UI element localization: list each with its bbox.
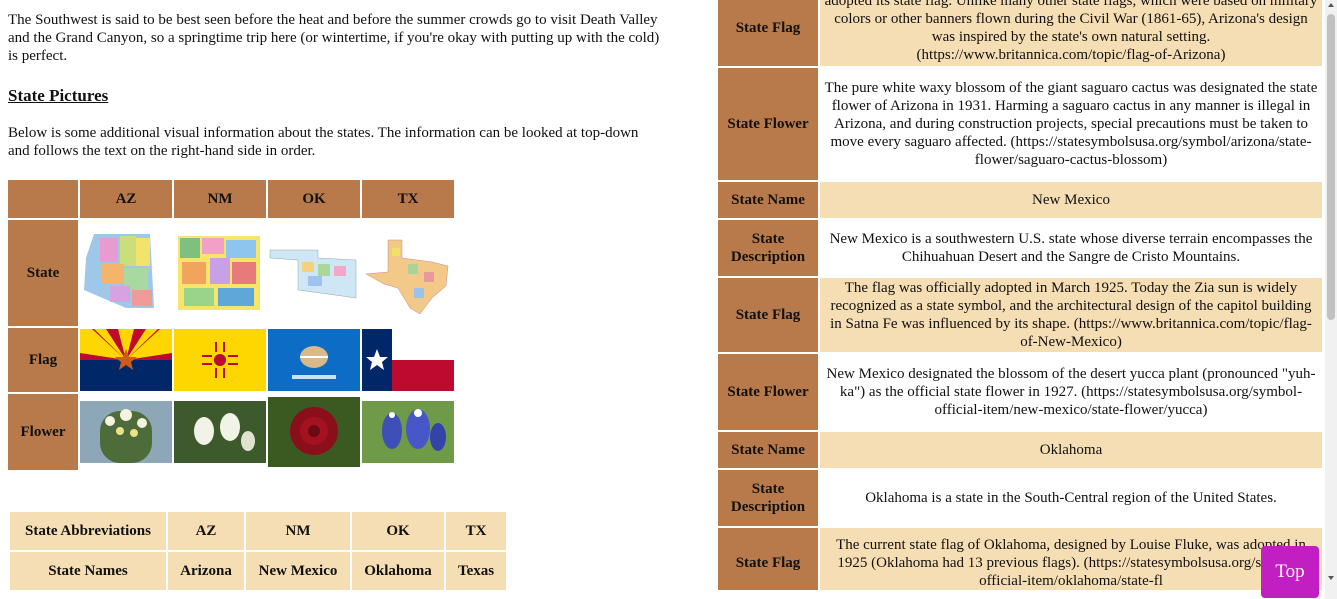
details-row: State Name New Mexico [718,182,1322,218]
details-row: State Flag The current state flag of Okla… [718,528,1322,590]
table-cell: AZ [168,512,244,550]
row-label: State Description [718,470,818,526]
row-label: State Flower [718,354,818,430]
top-button[interactable]: Top [1261,546,1319,598]
row-content: Oklahoma is a state in the South-Central… [865,490,1277,506]
nm-map [178,236,260,310]
tx-flower [362,401,454,463]
tx-flag [362,329,454,391]
details-row: State Flag adopted its state flag. Unlike… [718,0,1322,66]
details-row: State Flower The pure white waxy blossom … [718,68,1322,180]
ok-flower [268,397,360,467]
section-text: Below is some additional visual informat… [8,125,639,159]
nm-flag [174,329,266,391]
column-header: TX [362,180,454,218]
row-label: State Name [718,432,818,468]
ok-flag [268,329,360,391]
column-header: NM [174,180,266,218]
details-row: State Description New Mexico is a southwe… [718,220,1322,276]
row-content: The pure white waxy blossom of the giant… [824,80,1318,168]
tx-map [365,239,449,315]
row-label: State Flower [718,68,818,180]
row-content: The current state flag of Oklahoma, desi… [820,528,1322,590]
row-label: State Flag [718,0,818,66]
corner-cell [8,180,78,218]
column-header: AZ [80,180,172,218]
intro-text: The Southwest is said to be best seen be… [8,12,660,64]
table-cell: NM [246,512,350,550]
details-row: State Name Oklahoma [718,432,1322,468]
row-header: State [8,220,78,326]
details-panel: State Flag adopted its state flag. Unlike… [716,0,1324,590]
table-cell: State Abbreviations [10,512,166,550]
row-label: State Flag [718,278,818,352]
row-header: Flag [8,328,78,392]
scrollbar[interactable] [1325,0,1337,599]
table-cell: Oklahoma [352,552,444,590]
table-cell: Texas [446,552,506,590]
details-row: State Flower New Mexico designated the bl… [718,354,1322,430]
row-label: State Description [718,220,818,276]
table-cell: OK [352,512,444,550]
row-label: State Name [718,182,818,218]
az-flower [80,401,172,463]
table-cell: Arizona [168,552,244,590]
column-header: OK [268,180,360,218]
details-table: State Flag adopted its state flag. Unlike… [716,0,1324,590]
row-content: New Mexico [820,182,1322,218]
details-row: State Description Oklahoma is a state in … [718,470,1322,526]
row-content: The flag was officially adopted in March… [820,278,1322,352]
table-cell: TX [446,512,506,550]
row-header: Flower [8,394,78,470]
details-row: State Flag The flag was officially adopte… [718,278,1322,352]
names-table: State Abbreviations AZ NM OK TX State Na… [8,510,508,592]
table-cell: New Mexico [246,552,350,590]
pictures-table: AZ NM OK TX State Flag [6,178,456,472]
az-flag [80,329,172,391]
ok-map [269,249,357,299]
row-content: Oklahoma [820,432,1322,468]
az-map [84,234,154,308]
row-content: New Mexico designated the blossom of the… [826,366,1316,418]
table-cell: State Names [10,552,166,590]
row-content: New Mexico is a southwestern U.S. state … [829,231,1313,265]
section-heading: State Pictures [8,86,109,105]
nm-flower [174,401,266,463]
row-label: State Flag [718,528,818,590]
row-content: adopted its state flag. Unlike many othe… [820,0,1322,66]
